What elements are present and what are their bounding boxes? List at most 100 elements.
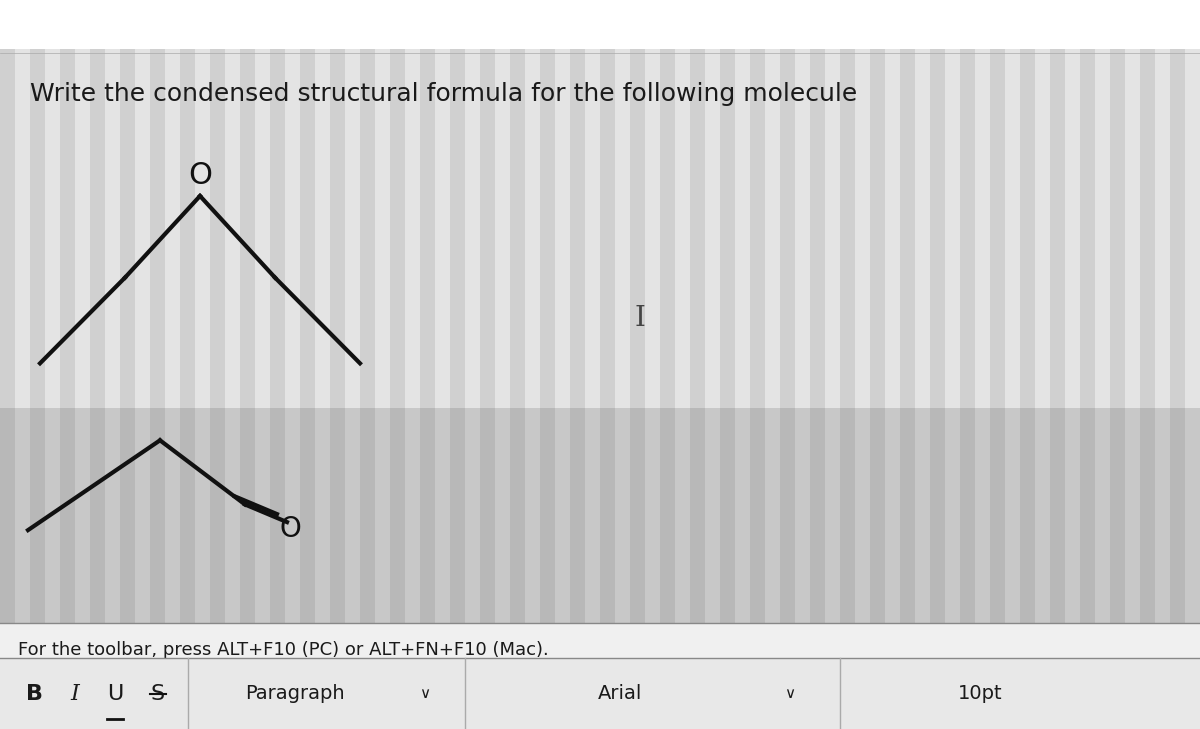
- Bar: [0, 623, 1200, 729]
- Bar: [900, 408, 916, 623]
- Bar: [134, 408, 150, 623]
- Bar: [646, 0, 660, 408]
- Bar: [420, 408, 436, 623]
- Bar: [450, 0, 466, 408]
- Bar: [1020, 0, 1034, 408]
- Bar: [1006, 0, 1020, 408]
- Bar: [106, 408, 120, 623]
- Bar: [570, 0, 586, 408]
- Bar: [870, 408, 886, 623]
- Bar: [360, 408, 374, 623]
- Bar: [0, 658, 1200, 729]
- Bar: [540, 408, 554, 623]
- Bar: [510, 408, 526, 623]
- Bar: [660, 0, 674, 408]
- Bar: [210, 0, 226, 408]
- Bar: [720, 408, 734, 623]
- Bar: [120, 408, 134, 623]
- Text: I: I: [71, 683, 79, 705]
- Bar: [374, 408, 390, 623]
- Bar: [600, 0, 616, 408]
- Bar: [60, 408, 74, 623]
- Bar: [436, 0, 450, 408]
- Bar: [974, 408, 990, 623]
- Bar: [946, 408, 960, 623]
- Bar: [600, 408, 616, 623]
- Bar: [120, 0, 134, 408]
- Bar: [570, 408, 586, 623]
- Bar: [390, 0, 406, 408]
- Bar: [826, 408, 840, 623]
- Bar: [1096, 408, 1110, 623]
- Bar: [826, 0, 840, 408]
- Bar: [1170, 0, 1186, 408]
- Bar: [346, 0, 360, 408]
- Bar: [46, 0, 60, 408]
- Bar: [256, 408, 270, 623]
- Bar: [1020, 408, 1034, 623]
- Bar: [270, 0, 286, 408]
- Bar: [810, 0, 826, 408]
- Bar: [226, 0, 240, 408]
- Bar: [720, 0, 734, 408]
- Bar: [496, 0, 510, 408]
- Bar: [314, 408, 330, 623]
- Bar: [646, 408, 660, 623]
- Bar: [466, 0, 480, 408]
- Bar: [1096, 0, 1110, 408]
- Bar: [1080, 0, 1096, 408]
- Bar: [930, 0, 946, 408]
- Bar: [286, 0, 300, 408]
- Bar: [270, 408, 286, 623]
- Text: Paragraph: Paragraph: [245, 685, 344, 703]
- Bar: [30, 0, 46, 408]
- Bar: [180, 408, 194, 623]
- Bar: [74, 408, 90, 623]
- Bar: [134, 0, 150, 408]
- Bar: [510, 0, 526, 408]
- Bar: [194, 0, 210, 408]
- Text: O: O: [280, 515, 301, 542]
- Bar: [1050, 0, 1066, 408]
- Bar: [916, 0, 930, 408]
- Bar: [946, 0, 960, 408]
- Text: B: B: [26, 684, 43, 703]
- Bar: [900, 0, 916, 408]
- Bar: [420, 0, 436, 408]
- Bar: [150, 408, 166, 623]
- Bar: [690, 408, 706, 623]
- Text: Write the condensed structural formula for the following molecule: Write the condensed structural formula f…: [30, 82, 857, 106]
- Bar: [180, 0, 194, 408]
- Bar: [346, 408, 360, 623]
- Bar: [226, 408, 240, 623]
- Bar: [766, 0, 780, 408]
- Bar: [990, 0, 1006, 408]
- Bar: [840, 0, 854, 408]
- Bar: [0, 408, 14, 623]
- Bar: [1110, 408, 1126, 623]
- Bar: [166, 0, 180, 408]
- Bar: [586, 0, 600, 408]
- Text: Arial: Arial: [598, 685, 642, 703]
- Bar: [1186, 408, 1200, 623]
- Bar: [1154, 408, 1170, 623]
- Bar: [854, 408, 870, 623]
- Text: S: S: [151, 684, 166, 703]
- Bar: [586, 408, 600, 623]
- Bar: [750, 0, 766, 408]
- Bar: [780, 0, 796, 408]
- Bar: [766, 408, 780, 623]
- Bar: [810, 408, 826, 623]
- Bar: [674, 0, 690, 408]
- Text: 10pt: 10pt: [958, 685, 1002, 703]
- Bar: [480, 0, 496, 408]
- Bar: [1126, 408, 1140, 623]
- Bar: [480, 408, 496, 623]
- Bar: [14, 0, 30, 408]
- Bar: [330, 0, 346, 408]
- Bar: [60, 0, 74, 408]
- Bar: [750, 408, 766, 623]
- Bar: [1110, 0, 1126, 408]
- Bar: [360, 0, 374, 408]
- Bar: [1034, 408, 1050, 623]
